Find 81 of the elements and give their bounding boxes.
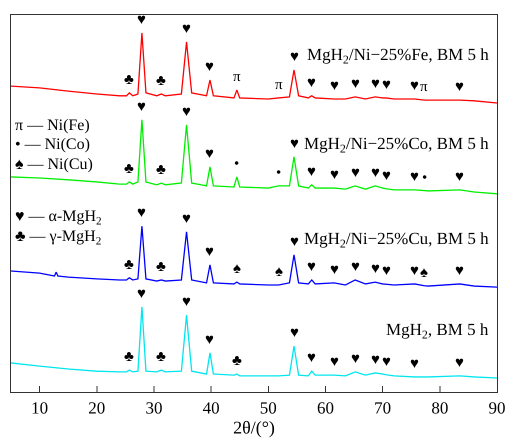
x-tick-label: 70 xyxy=(374,398,392,418)
annotation: ♥ xyxy=(382,354,391,370)
x-tick-label: 50 xyxy=(260,398,277,418)
x-tick-label: 60 xyxy=(316,398,334,418)
annotation: ♣ xyxy=(124,257,134,273)
annotation: ♥ — α-MgH$_{2}$ xyxy=(15,208,102,228)
annotation: ♥ xyxy=(330,262,339,278)
annotation: ♥ xyxy=(307,75,316,91)
annotation: ♣ xyxy=(156,73,166,89)
annotation: ♥ xyxy=(371,165,380,181)
annotation: ♥ xyxy=(455,79,464,95)
annotation: ♣ xyxy=(232,353,242,369)
x-axis-title: 2θ/(°) xyxy=(233,418,275,438)
annotation: ♥ xyxy=(455,355,464,371)
annotation: ♠ — Ni(Cu) xyxy=(15,156,93,173)
annotation: π xyxy=(233,69,241,85)
series-label: MgH$_{2}$/Ni−25%Fe, BM 5 h xyxy=(307,45,490,67)
annotation: • — Ni(Co) xyxy=(15,136,90,153)
annotation: ♥ xyxy=(410,356,419,372)
annotation: ♣ xyxy=(156,162,166,178)
x-tick-label: 10 xyxy=(31,398,48,418)
annotation: ♣ xyxy=(124,72,134,88)
annotation: ♥ xyxy=(290,136,299,152)
annotation: ♥ xyxy=(410,78,419,94)
annotation: ♥ xyxy=(182,294,191,310)
annotation: ♣ xyxy=(156,259,166,275)
series-label: MgH$_{2}$/Ni−25%Co, BM 5 h xyxy=(304,134,490,156)
annotation: ♥ xyxy=(330,78,339,94)
annotation: • xyxy=(234,156,240,172)
annotation: ♥ xyxy=(351,351,360,367)
annotation: ♣ xyxy=(124,161,134,177)
annotation: ♥ xyxy=(137,286,146,302)
annotation: ♥ xyxy=(137,99,146,115)
annotation: ♥ xyxy=(382,168,391,184)
annotation: ♣ xyxy=(124,349,134,365)
annotation: ♥ xyxy=(410,263,419,279)
annotation: ♥ xyxy=(351,165,360,181)
annotation: ♥ xyxy=(290,325,299,341)
x-tick-label: 20 xyxy=(88,398,106,418)
annotation: ♥ xyxy=(330,354,339,370)
annotation: ♥ xyxy=(182,21,191,37)
annotation: ♥ xyxy=(307,350,316,366)
annotation: ♠ xyxy=(420,265,428,281)
annotation: ♥ xyxy=(205,59,214,75)
annotation: ♥ xyxy=(205,244,214,260)
series-label: MgH$_{2}$/Ni−25%Cu, BM 5 h xyxy=(304,229,490,251)
x-tick-label: 80 xyxy=(431,398,448,418)
annotation: ♥ xyxy=(307,164,316,180)
x-tick-label: 40 xyxy=(202,398,220,418)
annotation: ♥ xyxy=(290,49,299,65)
annotation: ♥ xyxy=(182,211,191,227)
annotation: ♥ xyxy=(382,263,391,279)
annotation: ♣ — γ-MgH$_{2}$ xyxy=(15,228,102,248)
x-tick-label: 90 xyxy=(488,398,506,418)
annotation: ♥ xyxy=(455,169,464,185)
annotation: ♥ xyxy=(137,12,146,28)
annotation: ♥ xyxy=(371,352,380,368)
annotation: ♥ xyxy=(330,167,339,183)
annotation: ♥ xyxy=(182,104,191,120)
annotation: ♥ xyxy=(382,77,391,93)
annotation: ♥ xyxy=(137,205,146,221)
annotation: ♥ xyxy=(351,259,360,275)
x-tick-label: 30 xyxy=(145,398,162,418)
annotation: ♥ xyxy=(307,259,316,275)
annotation: ♥ xyxy=(205,146,214,162)
annotation: • xyxy=(276,165,282,181)
annotation: ♥ xyxy=(205,332,214,348)
annotation: π xyxy=(420,79,428,95)
series-label: MgH$_{2}$, BM 5 h xyxy=(386,320,489,342)
annotation: ♥ xyxy=(371,261,380,277)
annotation: ♠ xyxy=(275,264,283,280)
annotation: ♥ xyxy=(290,234,299,250)
annotation: ♥ xyxy=(455,263,464,279)
annotation: • xyxy=(422,170,428,186)
annotation: ♠ xyxy=(233,261,241,277)
annotation: ♥ xyxy=(410,169,419,185)
annotation: π — Ni(Fe) xyxy=(15,117,90,134)
annotation: ♣ xyxy=(156,349,166,365)
annotation: ♥ xyxy=(351,76,360,92)
annotation: π xyxy=(275,77,283,93)
annotation: ♥ xyxy=(371,76,380,92)
